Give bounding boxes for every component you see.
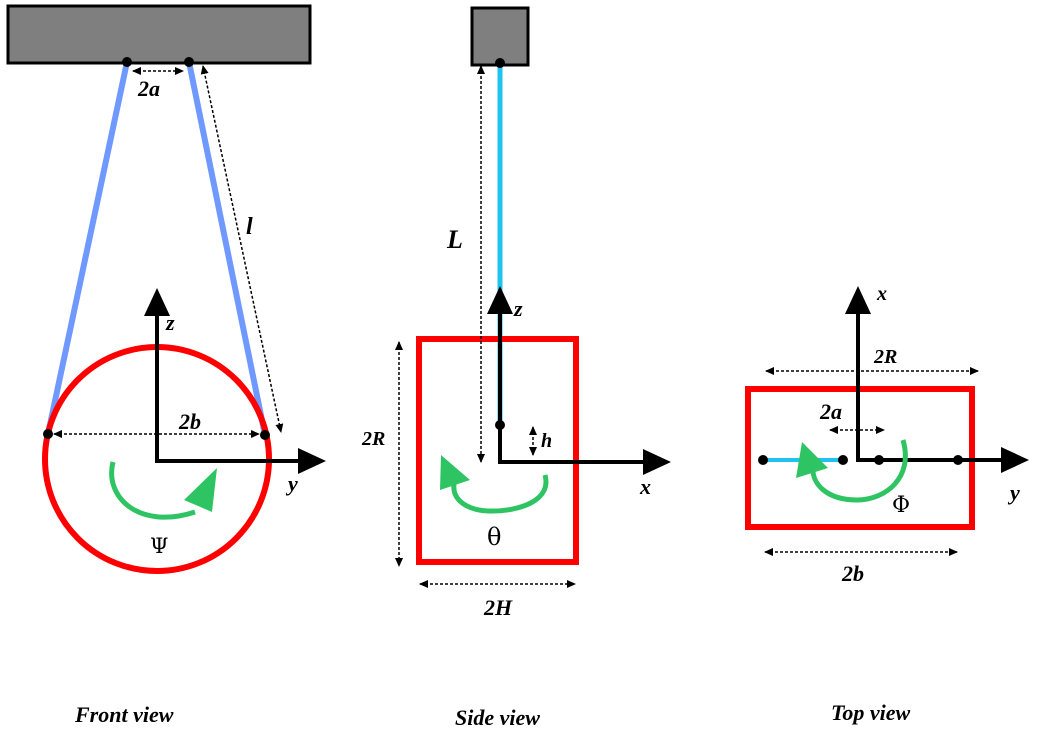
front-anchor-left [122,57,132,67]
front-attach-left [43,429,53,439]
top-point-left-inner [838,455,848,465]
front-anchor-right [184,57,194,67]
caption-side-view: Side view [455,705,540,730]
top-point-left-end [758,455,768,465]
front-dim-l [200,65,284,433]
side-anchor [495,58,505,68]
top-view: x y 2R 2a 2b Φ [745,283,1029,586]
top-rotation-arrowhead [796,442,828,478]
front-rotation-arrowhead [184,468,217,512]
front-label-2b: 2b [178,409,201,434]
front-ceiling [6,4,312,65]
top-rotation-arrow [810,439,908,503]
side-rotation-arrow [451,474,549,514]
side-ceiling [470,6,530,67]
side-rotation-arrowhead [440,455,470,490]
side-view: L z x h 2R 2H θ [361,6,671,620]
front-label-l: l [246,214,253,240]
front-wire-right [186,61,268,436]
front-view: 2a l 2b z y Ψ [6,4,326,574]
side-label-h: h [541,430,552,452]
side-label-theta: θ [487,523,501,551]
side-label-x: x [639,474,651,499]
side-label-2R: 2R [361,428,385,450]
top-label-2b: 2b [841,561,864,586]
top-point-right-end [953,455,963,465]
front-wire-left [45,61,130,435]
top-label-x: x [876,283,887,305]
side-label-z: z [513,296,523,321]
front-label-y: y [285,471,298,496]
top-point-right-inner [874,455,884,465]
side-body-rect [416,336,579,565]
top-label-2a: 2a [819,399,842,424]
top-label-phi: Φ [892,493,910,518]
caption-front-view: Front view [74,702,174,727]
top-label-2R: 2R [873,346,897,368]
side-label-L: L [446,225,463,254]
front-label-2a: 2a [137,76,160,101]
front-attach-right [260,430,270,440]
front-label-z: z [165,310,175,335]
top-label-y: y [1007,480,1020,505]
front-label-psi: Ψ [150,534,168,558]
caption-top-view: Top view [831,700,911,725]
side-label-2H: 2H [483,595,513,620]
front-rotation-arrow [109,461,196,520]
